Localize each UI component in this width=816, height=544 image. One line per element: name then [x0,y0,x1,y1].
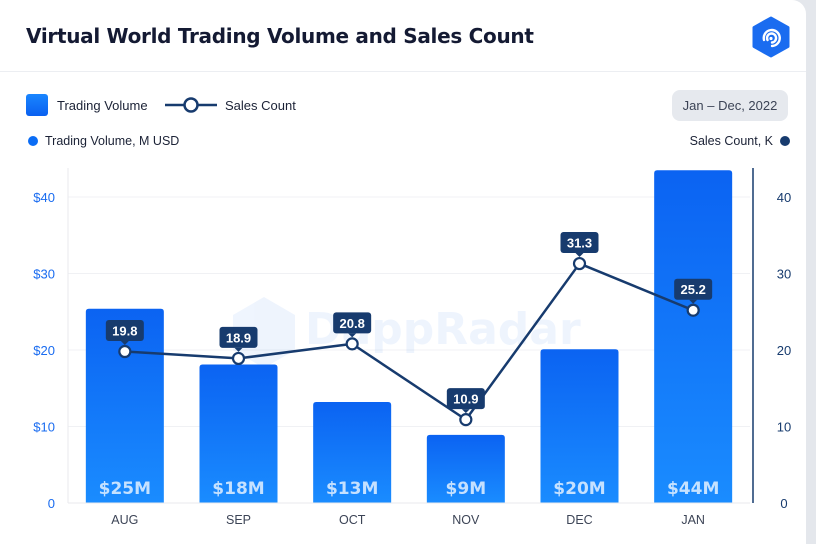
sales-count-label: 18.9 [226,330,251,345]
left-axis-title: Trading Volume, M USD [28,134,179,148]
bar-trading-volume [85,308,164,503]
bar-value-label: $18M [212,479,264,499]
right-axis-title-text: Sales Count, K [689,134,773,148]
x-tick-label: SEP [226,513,251,527]
bar-value-label: $25M [99,479,151,499]
sales-count-label-pointer [348,333,357,338]
sales-count-point [118,344,132,359]
left-axis-title-text: Trading Volume, M USD [45,134,180,148]
right-tick-label: 20 [777,343,791,358]
left-tick-label: $10 [33,420,55,435]
sales-count-point [231,351,246,366]
sales-count-label: 25.2 [681,282,706,297]
bar-value-label: $20M [553,479,605,499]
sales-count-point [572,256,587,271]
sales-count-line [124,262,694,421]
sales-count-label: 10.9 [453,392,478,407]
sales-count-label-bg [105,320,144,342]
x-tick-label: JAN [681,513,705,527]
left-tick-label: $20 [33,343,55,358]
sales-count-point [686,303,700,317]
bar-value-label: $13M [326,479,378,499]
bar-trading-volume [654,170,733,503]
sales-count-label-bg [219,326,258,348]
legend-line-swatch [165,97,217,113]
right-tick-label: 30 [777,267,791,282]
sales-count-label-pointer [461,409,470,414]
sales-count-label-pointer [689,299,698,304]
x-tick-label: OCT [339,513,366,527]
left-tick-label: 0 [48,496,55,511]
bar-trading-volume [540,349,619,503]
right-axis-dot [780,136,790,146]
bar-trading-volume [313,402,392,503]
right-tick-label: 10 [777,420,791,435]
sales-count-label-bg [560,232,599,254]
sales-count-label-pointer [575,253,584,258]
header-divider [0,71,806,72]
left-tick-label: $30 [33,267,55,282]
sales-count-label-bg [446,388,485,410]
right-tick-label: 40 [777,190,791,205]
right-axis-title: Sales Count, K [690,134,790,148]
sales-count-label: 19.8 [112,324,137,339]
sales-count-label: 20.8 [340,316,365,331]
x-tick-label: NOV [452,513,480,527]
chart-title: Virtual World Trading Volume and Sales C… [26,24,534,48]
legend-sales-count[interactable]: Sales Count [165,94,296,116]
legend-line-label: Sales Count [225,97,296,113]
sales-count-label-pointer [120,341,129,346]
sales-count-label-pointer [234,347,243,352]
x-tick-label: DEC [566,513,592,527]
right-tick-label: 0 [780,496,787,511]
legend-trading-volume[interactable]: Trading Volume [26,94,148,116]
bar-trading-volume [426,434,505,503]
x-tick-label: AUG [111,513,138,527]
dappradar-logo-icon[interactable] [750,16,792,58]
date-range-badge[interactable]: Jan – Dec, 2022 [672,90,788,121]
left-axis-dot [28,136,38,146]
sales-count-label: 31.3 [567,236,592,251]
bar-value-label: $9M [446,479,487,499]
left-tick-label: $40 [33,190,55,205]
bar-value-label: $44M [667,479,719,499]
sales-count-point [459,413,473,427]
watermark-logo-icon [233,297,295,368]
sales-count-label-bg [333,312,372,334]
bar-trading-volume [199,364,278,503]
sales-count-label-bg [674,278,713,300]
legend-bar-label: Trading Volume [57,97,148,113]
sales-count-point [345,337,359,351]
legend-bar-swatch [26,94,48,116]
